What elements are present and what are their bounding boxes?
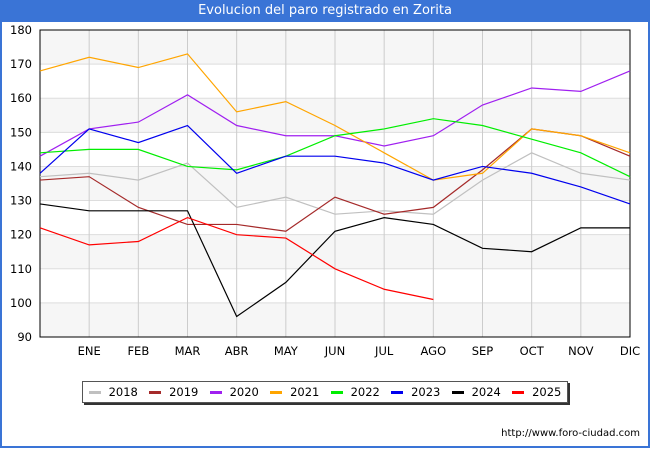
plot-border	[39, 29, 631, 338]
y-tick-label: 150	[10, 125, 32, 139]
legend-swatch	[270, 390, 283, 394]
x-tick-label: MAR	[175, 344, 201, 358]
legend-label: 2022	[350, 385, 380, 399]
x-tick-label: DIC	[620, 344, 640, 358]
legend-swatch	[330, 390, 343, 394]
x-tick-label: FEB	[127, 344, 149, 358]
x-tick-label: JUL	[374, 344, 394, 358]
legend-item-2024: 2024	[451, 385, 501, 399]
x-tick-label: OCT	[520, 344, 545, 358]
legend: 2018 2019 2020 2021 2022 2023 2024 2025	[82, 381, 568, 403]
legend-item-2019: 2019	[149, 385, 198, 399]
legend-label: 2019	[169, 385, 199, 399]
series-line-2018	[39, 152, 631, 215]
x-tick-label: SEP	[472, 344, 494, 358]
series-line-2025	[39, 216, 434, 301]
y-tick-label: 110	[10, 262, 32, 276]
legend-swatch	[88, 390, 101, 394]
x-tick-label: ENE	[78, 344, 101, 358]
x-tick-label: ABR	[225, 344, 249, 358]
y-tick-label: 130	[10, 194, 32, 208]
series-lines	[39, 53, 631, 318]
series-line-2024	[39, 203, 630, 318]
legend-item-2018: 2018	[88, 385, 138, 399]
legend-swatch	[391, 390, 404, 394]
source-credit: http://www.foro-ciudad.com	[501, 428, 640, 439]
y-tick-label: 100	[10, 296, 32, 310]
x-tick-label: MAY	[274, 344, 299, 358]
x-tick-labels: ENE FEB MAR ABR MAY JUN JUL AGO SEP OCT NOV DIC	[78, 344, 641, 358]
y-tick-label: 120	[10, 228, 32, 242]
legend-label: 2018	[108, 385, 138, 399]
x-tick-label: AGO	[421, 344, 447, 358]
y-tick-label: 180	[10, 23, 32, 37]
legend-item-2021: 2021	[270, 385, 319, 399]
series-line-2021	[39, 53, 631, 181]
legend-label: 2023	[411, 385, 441, 399]
axes	[39, 29, 631, 338]
chart-title: Evolucion del paro registrado en Zorita	[0, 0, 650, 22]
legend-item-2020: 2020	[209, 385, 259, 399]
y-tick-label: 140	[10, 159, 32, 173]
legend-swatch	[512, 390, 525, 394]
y-tick-label: 170	[10, 57, 32, 71]
legend-item-2025: 2025	[512, 385, 561, 399]
legend-swatch	[149, 390, 162, 394]
legend-item-2022: 2022	[330, 385, 380, 399]
x-tick-label: NOV	[568, 344, 593, 358]
legend-item-2023: 2023	[391, 385, 440, 399]
legend-label: 2021	[290, 385, 320, 399]
legend-swatch	[209, 390, 222, 394]
y-tick-labels: 90 100 110 120 130 140 150 160 170 180	[10, 23, 32, 344]
legend-label: 2025	[532, 385, 562, 399]
y-tick-label: 160	[10, 91, 32, 105]
y-tick-label: 90	[17, 330, 32, 344]
legend-label: 2024	[471, 385, 501, 399]
series-line-2023	[39, 124, 631, 205]
legend-swatch	[451, 390, 464, 394]
x-tick-label: JUN	[324, 344, 345, 358]
legend-label: 2020	[229, 385, 259, 399]
series-line-2022	[39, 118, 631, 178]
